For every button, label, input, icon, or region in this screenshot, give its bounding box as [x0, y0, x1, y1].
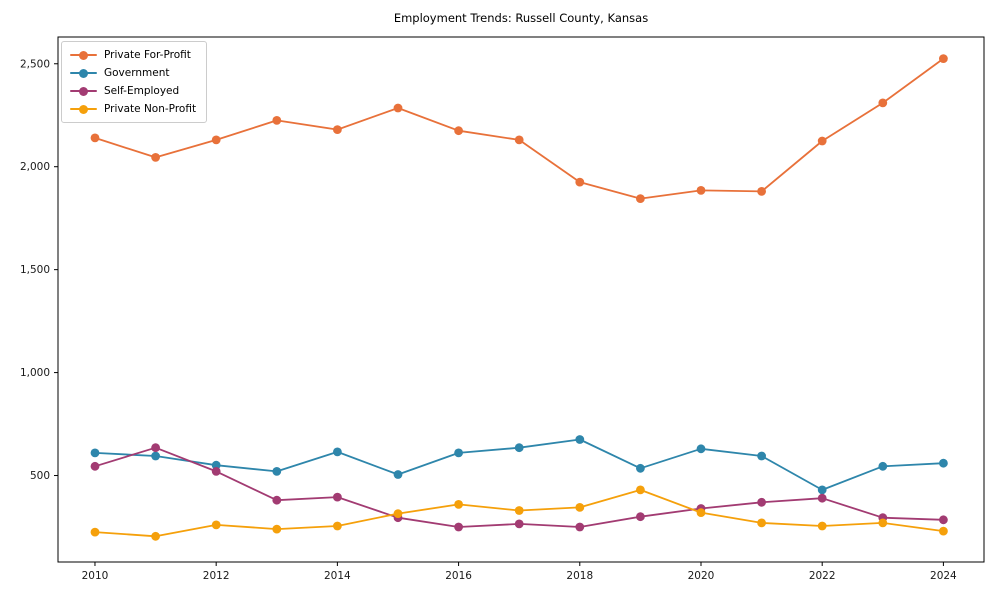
data-point — [696, 508, 706, 517]
data-point — [636, 463, 645, 473]
x-tick-label: 2016 — [445, 570, 472, 582]
data-point — [333, 492, 342, 502]
data-point — [211, 467, 221, 476]
data-point — [272, 524, 282, 534]
data-point — [696, 444, 706, 454]
legend-label: Government — [104, 67, 170, 79]
data-point — [939, 526, 948, 536]
data-point — [151, 153, 161, 162]
data-point — [393, 103, 403, 113]
data-point — [757, 451, 766, 461]
legend: Private For-Profit Government Self-Employe… — [61, 41, 208, 123]
data-point — [575, 435, 585, 444]
y-tick-label: 1,500 — [20, 264, 50, 276]
data-point — [333, 125, 342, 134]
y-tick-label: 500 — [30, 470, 50, 482]
legend-label: Self-Employed — [104, 85, 180, 97]
legend-item: Self-Employed — [70, 85, 196, 97]
data-point — [90, 448, 100, 458]
data-point — [514, 506, 524, 515]
data-point — [878, 518, 888, 528]
data-point — [90, 527, 100, 537]
data-point — [333, 521, 342, 531]
data-point — [939, 458, 948, 468]
data-point — [454, 126, 463, 136]
data-point — [90, 461, 100, 471]
data-point — [636, 194, 645, 204]
y-tick-label: 2,000 — [20, 161, 50, 173]
series-line-private-for-profit — [94, 57, 944, 200]
legend-item: Private Non-Profit — [70, 103, 196, 115]
data-point — [393, 470, 403, 479]
data-point — [575, 522, 585, 532]
x-tick-label: 2010 — [82, 570, 109, 582]
legend-label: Private For-Profit — [104, 49, 191, 61]
data-point — [514, 443, 524, 453]
data-point — [514, 519, 524, 529]
legend-marker-icon — [70, 85, 97, 97]
data-point — [333, 447, 342, 457]
data-point — [878, 461, 888, 471]
data-point — [575, 177, 585, 187]
data-point — [211, 520, 221, 530]
data-point — [272, 495, 282, 505]
data-point — [817, 493, 827, 503]
data-point — [757, 518, 766, 528]
data-point — [151, 443, 161, 453]
legend-marker-icon — [70, 103, 97, 115]
data-point — [272, 116, 282, 125]
data-point — [454, 448, 463, 458]
data-point — [211, 135, 221, 145]
data-point — [211, 460, 221, 470]
data-point — [514, 135, 524, 145]
y-tick-label: 2,500 — [20, 58, 50, 70]
x-tick-label: 2018 — [566, 570, 593, 582]
data-point — [90, 133, 100, 143]
data-point — [696, 186, 706, 195]
x-tick-label: 2022 — [809, 570, 836, 582]
legend-item: Private For-Profit — [70, 49, 196, 61]
data-point — [636, 512, 645, 522]
x-tick-label: 2012 — [203, 570, 230, 582]
data-point — [939, 515, 948, 525]
legend-marker-icon — [70, 67, 97, 79]
x-tick-label: 2024 — [930, 570, 957, 582]
data-point — [817, 136, 827, 146]
data-point — [393, 509, 403, 518]
data-point — [878, 98, 888, 108]
data-point — [454, 500, 463, 509]
x-tick-label: 2020 — [688, 570, 715, 582]
data-point — [454, 522, 463, 532]
data-point — [151, 451, 161, 461]
data-point — [757, 497, 766, 507]
x-tick-label: 2014 — [324, 570, 351, 582]
data-point — [939, 54, 948, 63]
legend-marker-icon — [70, 49, 97, 61]
chart-title: Employment Trends: Russell County, Kansa… — [393, 11, 649, 25]
data-point — [272, 467, 282, 476]
y-tick-label: 1,000 — [20, 367, 50, 379]
legend-item: Government — [70, 67, 196, 79]
data-point — [817, 485, 827, 495]
plot-border — [57, 36, 985, 563]
data-point — [817, 521, 827, 531]
data-point — [575, 503, 585, 512]
data-point — [151, 531, 161, 541]
data-point — [636, 485, 645, 495]
data-point — [757, 187, 766, 196]
legend-label: Private Non-Profit — [104, 103, 197, 115]
